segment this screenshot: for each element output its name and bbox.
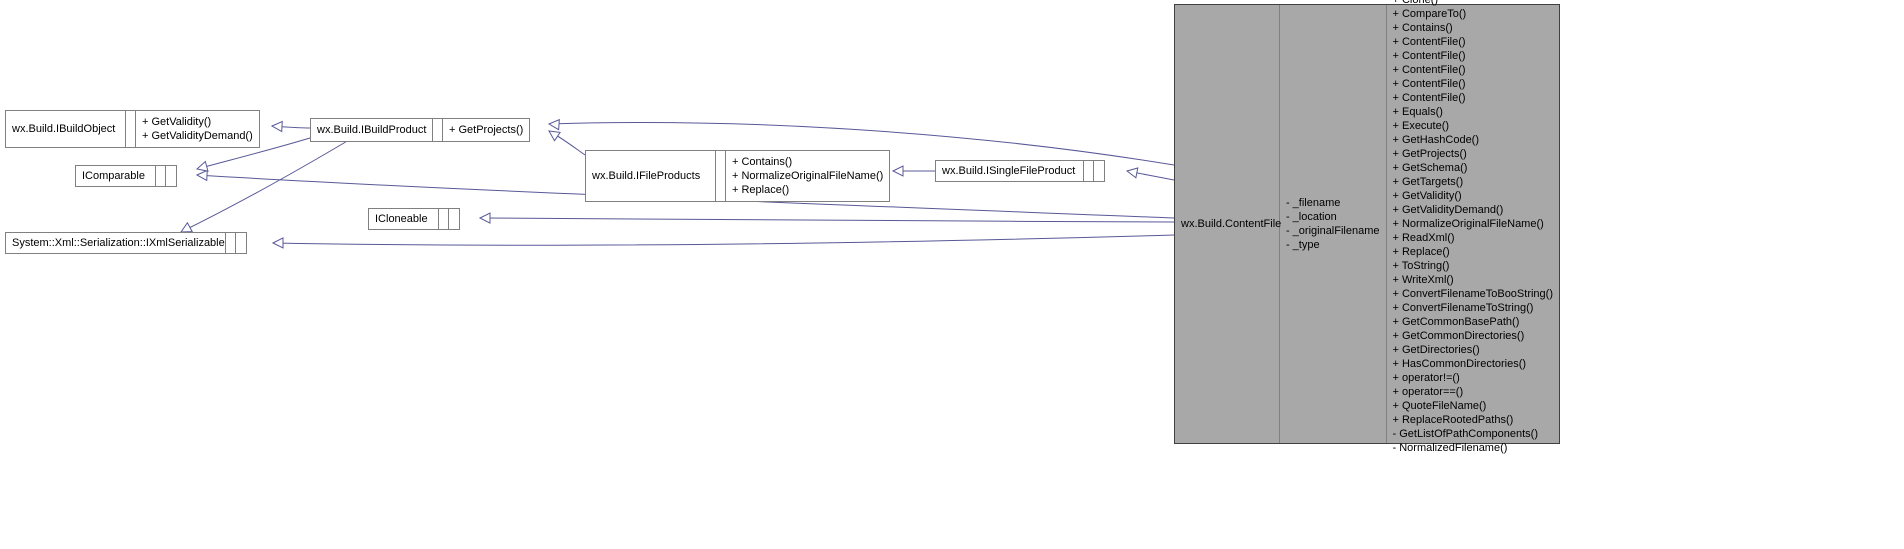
class-name: wx.Build.ISingleFileProduct — [936, 161, 1084, 181]
class-icloneable[interactable]: ICloneable — [368, 208, 460, 230]
attrs-empty — [126, 111, 136, 147]
class-contentfile[interactable]: wx.Build.ContentFile - _filename- _locat… — [1174, 4, 1560, 444]
class-name: IComparable — [76, 166, 156, 186]
edge-layer — [0, 0, 1904, 549]
uml-canvas: wx.Build.IBuildObject + GetValidity()+ G… — [0, 0, 1904, 549]
methods: + Contains()+ NormalizeOriginalFileName(… — [726, 151, 889, 201]
class-name: wx.Build.IBuildProduct — [311, 119, 433, 141]
attrs-empty — [716, 151, 726, 201]
attrs-empty — [439, 209, 449, 229]
attrs-empty — [1084, 161, 1094, 181]
attrs-empty — [226, 233, 236, 253]
methods: + Clone()+ CompareTo()+ Contains()+ Cont… — [1387, 5, 1560, 443]
class-icomparable[interactable]: IComparable — [75, 165, 177, 187]
class-isinglefileproduct[interactable]: wx.Build.ISingleFileProduct — [935, 160, 1105, 182]
methods-empty — [236, 233, 246, 253]
attrs-empty — [433, 119, 443, 141]
class-name: wx.Build.IFileProducts — [586, 151, 716, 201]
methods-empty — [449, 209, 459, 229]
class-name: System::Xml::Serialization::IXmlSerializ… — [6, 233, 226, 253]
class-ixmlserializable[interactable]: System::Xml::Serialization::IXmlSerializ… — [5, 232, 247, 254]
methods-empty — [1094, 161, 1104, 181]
attrs-empty — [156, 166, 166, 186]
class-ibuildproduct[interactable]: wx.Build.IBuildProduct + GetProjects() — [310, 118, 530, 142]
class-name: ICloneable — [369, 209, 439, 229]
methods: + GetProjects() — [443, 119, 529, 141]
attrs: - _filename- _location- _originalFilenam… — [1280, 5, 1387, 443]
methods: + GetValidity()+ GetValidityDemand() — [136, 111, 259, 147]
class-ifileproducts[interactable]: wx.Build.IFileProducts + Contains()+ Nor… — [585, 150, 890, 202]
class-name: wx.Build.IBuildObject — [6, 111, 126, 147]
class-ibuildobject[interactable]: wx.Build.IBuildObject + GetValidity()+ G… — [5, 110, 260, 148]
class-name: wx.Build.ContentFile — [1175, 5, 1280, 443]
methods-empty — [166, 166, 176, 186]
